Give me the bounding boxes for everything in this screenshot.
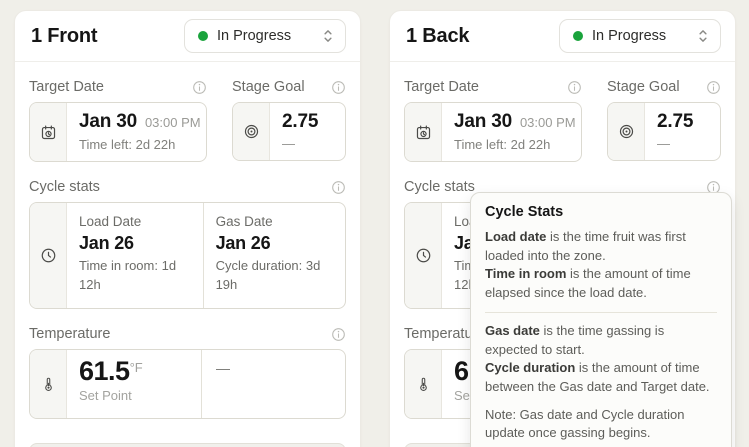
tooltip-note: Note: Gas date and Cycle duration update…	[485, 406, 685, 441]
set-point-label: Set Point	[79, 387, 132, 403]
temperature-value: 61.5	[79, 356, 130, 386]
target-date-box[interactable]: Jan 30 03:00 PM Time left: 2d 22h	[404, 102, 582, 162]
target-time-value: 03:00 PM	[144, 115, 201, 130]
tooltip-room-term: Time in room	[485, 266, 567, 282]
target-date-info-icon[interactable]	[192, 80, 207, 95]
target-date-value: Jan 30	[454, 111, 512, 132]
stage-goal-info-icon[interactable]	[331, 80, 346, 95]
tooltip-time-in-room-line: Time in room is the amount of time elaps…	[485, 265, 717, 302]
target-date-info-icon[interactable]	[567, 80, 582, 95]
cycle-duration-text: Cycle duration: 3d 19h	[215, 258, 321, 292]
stage-goal-box[interactable]: 2.75 —	[607, 102, 721, 161]
temperature-unit: °F	[129, 360, 143, 375]
chevron-updown-icon	[696, 28, 710, 44]
stage-goal-label: Stage Goal	[232, 79, 305, 95]
cycle-stats-box: Load Date Jan 26 Time in room: 1d 12h Ga…	[29, 202, 346, 309]
temperature-info-icon[interactable]	[331, 327, 346, 342]
tooltip-load-desc: is the time fruit was first loaded into …	[485, 229, 686, 263]
tooltip-gas-date-line: Gas date is the time gassing is expected…	[485, 322, 717, 359]
bullseye-icon	[608, 103, 645, 160]
cycle-stats-label: Cycle stats	[404, 179, 475, 195]
tooltip-duration-term: Cycle duration	[485, 360, 576, 376]
load-date-value: Jan 26	[79, 233, 134, 253]
target-date-label: Target Date	[404, 79, 479, 95]
stage-goal-value: 2.75	[282, 111, 319, 132]
target-date-value: Jan 30	[79, 111, 137, 132]
stage-goal-label: Stage Goal	[607, 79, 680, 95]
tooltip-room-desc: is the amount of time elapsed since the …	[485, 266, 691, 301]
thermometer-icon	[405, 350, 442, 418]
tooltip-cycle-duration-line: Cycle duration is the amount of time bet…	[485, 359, 717, 396]
tooltip-title: Cycle Stats	[485, 204, 564, 220]
status-dot-icon	[573, 31, 583, 41]
temperature-label: Temperature	[404, 326, 486, 342]
stage-goal-value: 2.75	[657, 111, 694, 132]
load-date-label: Load Date	[79, 214, 142, 229]
card-header: 1 Back In Progress	[390, 11, 735, 62]
status-label: In Progress	[592, 28, 667, 44]
target-date-label: Target Date	[29, 79, 104, 95]
temperature-secondary: —	[216, 360, 230, 376]
zone-card-front: 1 Front In Progress Target Date	[14, 10, 361, 447]
card-header: 1 Front In Progress	[15, 11, 360, 62]
bullseye-icon	[233, 103, 270, 160]
time-left-text: Time left: 2d 22h	[454, 137, 551, 152]
gas-date-value: Jan 26	[215, 233, 271, 253]
next-section-box	[29, 443, 346, 447]
temperature-label: Temperature	[29, 326, 111, 342]
stage-goal-info-icon[interactable]	[706, 80, 721, 95]
tooltip-load-date-line: Load date is the time fruit was first lo…	[485, 228, 717, 265]
time-left-text: Time left: 2d 22h	[79, 137, 176, 152]
clock-icon	[405, 203, 442, 308]
tooltip-load-term: Load date	[485, 229, 547, 244]
tooltip-gas-desc: is the time gassing is expected to start…	[485, 322, 665, 357]
clock-icon	[30, 203, 67, 308]
cycle-stats-label: Cycle stats	[29, 179, 100, 195]
status-dropdown[interactable]: In Progress	[184, 19, 346, 53]
stage-goal-box[interactable]: 2.75 —	[232, 102, 346, 161]
chevron-updown-icon	[321, 28, 335, 44]
status-label: In Progress	[217, 28, 292, 44]
target-date-box[interactable]: Jan 30 03:00 PM Time left: 2d 22h	[29, 102, 207, 162]
status-dropdown[interactable]: In Progress	[559, 19, 721, 53]
stage-goal-secondary: —	[282, 136, 295, 151]
cycle-stats-info-icon[interactable]	[331, 180, 346, 195]
tooltip-divider	[485, 311, 717, 313]
tooltip-gas-term: Gas date	[485, 322, 540, 338]
tooltip-duration-desc: is the amount of time between the Gas da…	[485, 360, 710, 395]
card-title: 1 Back	[406, 24, 470, 47]
gas-date-label: Gas Date	[215, 214, 273, 229]
thermometer-icon	[30, 350, 67, 418]
calendar-clock-icon	[30, 103, 67, 161]
card-title: 1 Front	[31, 24, 98, 47]
status-dot-icon	[198, 31, 208, 41]
stage-goal-secondary: —	[657, 136, 670, 151]
cycle-stats-tooltip: Cycle Stats Load date is the time fruit …	[470, 192, 732, 447]
time-in-room-text: Time in room: 1d 12h	[79, 258, 177, 292]
temperature-box[interactable]: 61.5 °F Set Point —	[29, 349, 346, 419]
target-time-value: 03:00 PM	[519, 115, 576, 130]
calendar-clock-icon	[405, 103, 442, 161]
